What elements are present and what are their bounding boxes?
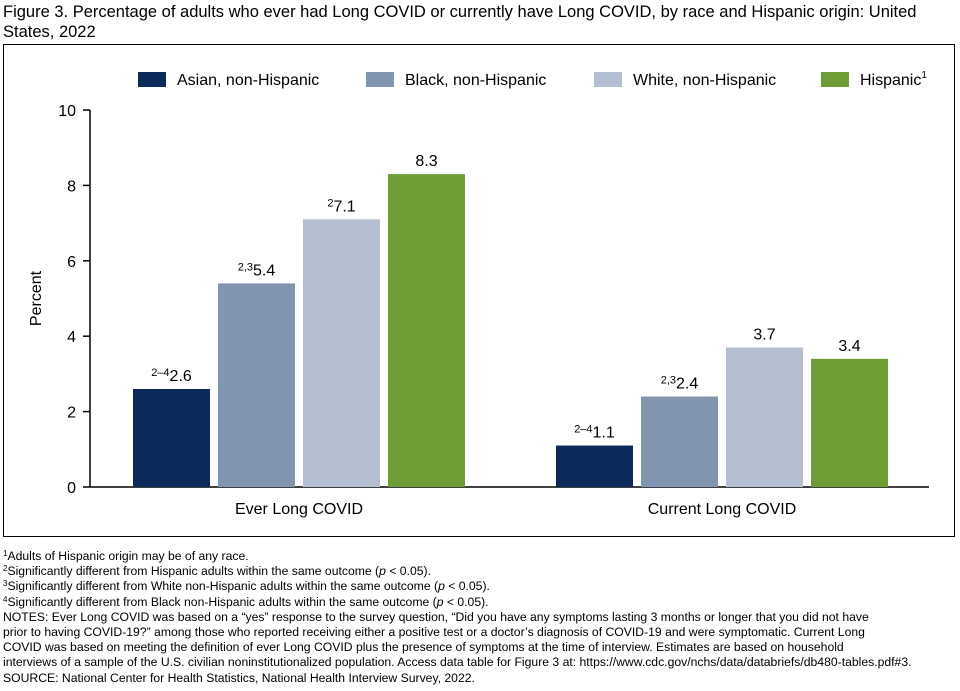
footnote-marker: 2 [3,564,8,574]
footnote-text: Adults of Hispanic origin may be of any … [7,549,249,563]
bar [726,347,803,487]
footnote-tail: < 0.05). [385,564,431,579]
source-line: SOURCE: National Center for Health Stati… [3,670,475,685]
y-tick-label: 2 [67,405,76,422]
data-label: 27.1 [327,197,355,215]
bar [218,283,295,487]
footnote-text: Significantly different from White non-H… [7,579,439,594]
legend-swatch [594,72,622,87]
bar [556,445,633,487]
footnote-2: 2Significantly different from Hispanic a… [3,564,958,579]
chart-notes: 1Adults of Hispanic origin may be of any… [3,549,958,686]
legend-swatch [821,72,849,87]
bar [811,358,888,487]
bar [303,219,380,487]
notes-line-3: COVID was based on meeting the definitio… [3,640,844,655]
footnote-tail: < 0.05). [443,594,489,609]
legend-label: White, non-Hispanic [633,72,776,89]
footnote-3: 3Significantly different from White non-… [3,579,958,594]
notes-line-1: NOTES: Ever Long COVID was based on a “y… [3,609,869,624]
y-tick-label: 4 [67,329,76,346]
footnote-italic: p [438,579,445,594]
notes-line-4: interviews of a sample of the U.S. civil… [3,655,912,670]
data-label: 3.7 [753,327,775,344]
footnote-text: Significantly different from Hispanic ad… [7,564,380,579]
bar-chart: 0 2 4 6 8 10 Percent 2–42.6 2,35.4 27.1 8.3 Ever Lo… [28,70,929,518]
chart-frame: 0 2 4 6 8 10 Percent 2–42.6 2,35.4 27.1 8.3 Ever Lo… [3,44,955,537]
legend-swatch [138,72,166,87]
footnote-marker: 1 [3,549,8,558]
footnote-italic: p [379,564,386,579]
notes-line-2: prior to having COVID-19?” among those w… [3,625,865,640]
x-category-label: Current Long COVID [648,501,797,518]
legend-swatch [366,72,394,87]
figure-title: Figure 3. Percentage of adults who ever … [3,3,917,41]
y-tick-label: 10 [58,103,76,120]
footnote-marker: 4 [3,594,8,604]
data-label: 2–42.6 [151,367,192,385]
legend-label: Hispanic1 [860,70,927,89]
data-label: 3.4 [838,338,860,355]
data-label: 2–41.1 [574,424,615,442]
legend-label: Black, non-Hispanic [405,72,546,89]
bar [133,388,210,487]
footnote-marker: 3 [3,579,8,589]
data-label: 2,35.4 [238,261,276,279]
footnote-text: Significantly different from Black non-H… [7,594,437,609]
footnote-1: 1Adults of Hispanic origin may be of any… [3,549,958,564]
data-label: 8.3 [415,153,437,170]
legend-label: Asian, non-Hispanic [177,72,319,89]
y-tick-label: 6 [67,254,76,271]
y-axis-title: Percent [28,270,45,326]
footnote-italic: p [436,594,444,609]
data-label: 2,32.4 [661,375,699,393]
footnote-tail: < 0.05). [444,579,490,594]
y-tick-label: 0 [67,480,76,497]
bar [388,174,465,487]
bar [641,396,718,487]
x-category-label: Ever Long COVID [235,501,363,518]
footnote-4: 4Significantly different from Black non-… [3,595,958,610]
y-tick-label: 8 [67,178,76,195]
